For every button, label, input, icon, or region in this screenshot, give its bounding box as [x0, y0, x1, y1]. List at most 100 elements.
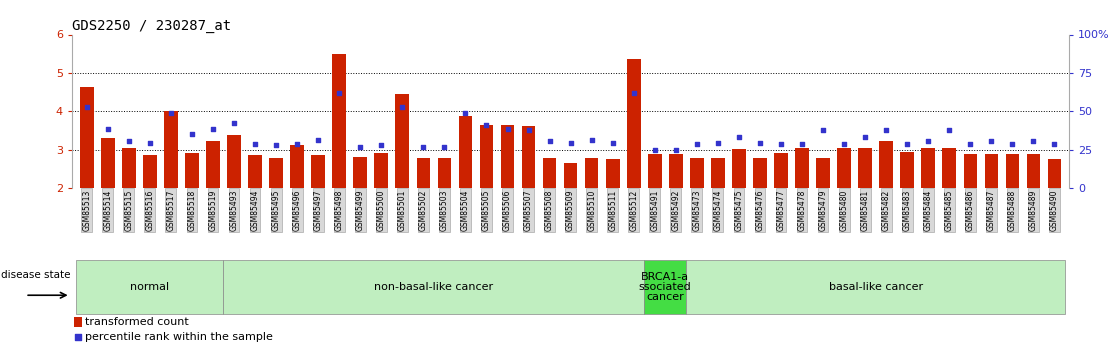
Point [204, 126, 222, 131]
Text: disease state: disease state [1, 270, 71, 280]
Text: BRCA1-a
ssociated
cancer: BRCA1-a ssociated cancer [639, 272, 691, 302]
Text: basal-like cancer: basal-like cancer [829, 282, 923, 292]
Point [730, 135, 748, 140]
Bar [964, 154, 977, 188]
Point [856, 135, 874, 140]
Bar [627, 59, 640, 188]
FancyBboxPatch shape [644, 260, 686, 314]
Bar [74, 317, 82, 327]
Bar [1048, 159, 1061, 188]
Text: transformed count: transformed count [85, 317, 189, 327]
Point [583, 137, 601, 143]
Bar [353, 157, 367, 188]
Bar [143, 155, 156, 188]
Point [814, 127, 832, 132]
Point [99, 126, 116, 131]
Bar [248, 155, 261, 188]
Bar [122, 148, 135, 188]
Bar [922, 148, 935, 188]
Bar [164, 111, 177, 188]
Bar [375, 153, 388, 188]
Point [330, 90, 348, 96]
Point [372, 142, 390, 148]
Point [709, 140, 727, 146]
Point [456, 110, 474, 116]
Point [78, 105, 95, 110]
Bar [648, 154, 661, 188]
Point [941, 127, 958, 132]
Point [309, 137, 327, 143]
Bar [480, 125, 493, 188]
Point [878, 127, 895, 132]
Bar [290, 145, 304, 188]
Bar [80, 88, 93, 188]
Point [499, 126, 516, 131]
Bar [311, 155, 325, 188]
Bar [438, 158, 451, 188]
Bar [943, 148, 956, 188]
Bar [332, 55, 346, 188]
Point [351, 144, 369, 149]
FancyBboxPatch shape [224, 260, 644, 314]
Bar [985, 154, 998, 188]
Point [70, 334, 88, 339]
Bar [774, 153, 788, 188]
Point [414, 144, 432, 149]
Bar [859, 148, 872, 188]
Point [772, 141, 790, 147]
Point [835, 141, 853, 147]
Bar [753, 158, 767, 188]
Point [141, 140, 158, 146]
Point [246, 141, 264, 147]
Point [688, 141, 706, 147]
Point [962, 141, 979, 147]
Point [162, 110, 179, 116]
Bar [417, 158, 430, 188]
Point [920, 138, 937, 144]
Point [1025, 138, 1043, 144]
Text: percentile rank within the sample: percentile rank within the sample [85, 332, 274, 342]
Point [1004, 141, 1022, 147]
Text: normal: normal [131, 282, 170, 292]
Text: GDS2250 / 230287_at: GDS2250 / 230287_at [72, 19, 232, 33]
Bar [269, 158, 283, 188]
Point [120, 138, 137, 144]
Bar [564, 163, 577, 188]
Point [562, 140, 579, 146]
Bar [711, 158, 725, 188]
Point [435, 144, 453, 149]
Point [667, 148, 685, 153]
Point [751, 140, 769, 146]
Bar [206, 141, 219, 188]
Point [541, 138, 558, 144]
Point [1046, 141, 1064, 147]
Point [478, 122, 495, 127]
Bar [585, 158, 598, 188]
Point [183, 131, 201, 136]
Bar [1006, 154, 1019, 188]
Bar [838, 148, 851, 188]
Bar [459, 116, 472, 188]
Bar [501, 125, 514, 188]
Bar [543, 158, 556, 188]
Bar [185, 154, 198, 188]
Point [393, 104, 411, 109]
Point [288, 141, 306, 147]
Bar [732, 149, 746, 188]
Bar [227, 135, 240, 188]
Point [625, 90, 643, 96]
Bar [901, 151, 914, 188]
Point [646, 148, 664, 153]
Bar [101, 138, 114, 188]
Bar [796, 148, 809, 188]
Bar [396, 94, 409, 188]
Point [793, 141, 811, 147]
Bar [1027, 154, 1040, 188]
Point [267, 142, 285, 148]
Bar [880, 141, 893, 188]
FancyBboxPatch shape [76, 260, 224, 314]
Point [983, 138, 1001, 144]
Point [520, 127, 537, 132]
Bar [690, 158, 704, 188]
Bar [522, 126, 535, 188]
